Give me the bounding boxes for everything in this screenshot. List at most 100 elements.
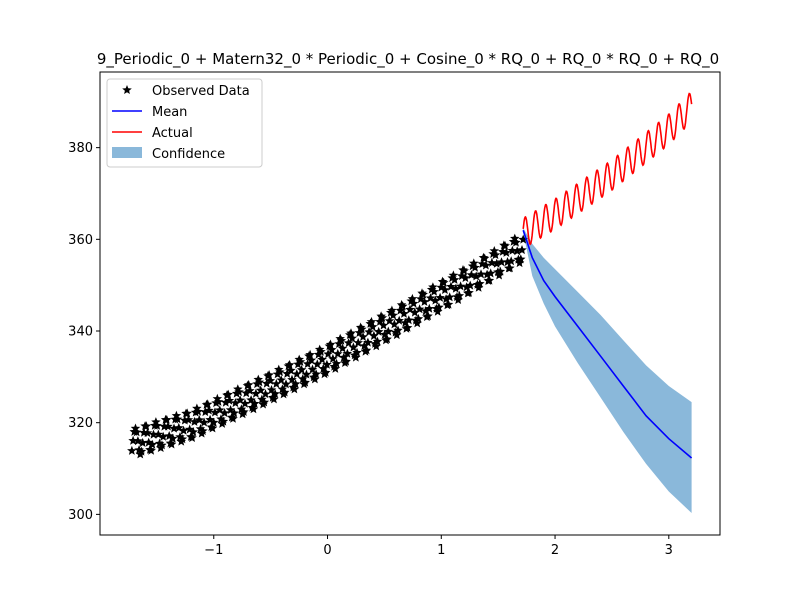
observed-point [286, 365, 296, 375]
observed-point [274, 364, 284, 374]
observed-point [373, 326, 384, 336]
observed-point [445, 292, 455, 302]
observed-point [180, 415, 190, 425]
observed-point [432, 306, 443, 316]
observed-point [264, 370, 274, 380]
observed-point [314, 344, 325, 354]
y-tick-label: 360 [68, 233, 93, 248]
observed-point [412, 318, 422, 328]
observed-point [178, 425, 189, 435]
observed-point [154, 438, 165, 448]
observed-point [310, 374, 320, 384]
observed-point [465, 280, 475, 290]
observed-point [254, 377, 265, 387]
observed-point [235, 395, 245, 405]
observed-point [171, 410, 182, 420]
observed-point [312, 359, 322, 369]
observed-point [163, 421, 173, 431]
observed-point [484, 275, 495, 285]
observed-point [382, 334, 392, 344]
observed-point [284, 359, 295, 369]
observed-point [248, 404, 259, 414]
observed-point [228, 413, 238, 423]
observed-point [270, 388, 280, 398]
observed-point [172, 414, 183, 424]
observed-point [330, 363, 341, 373]
observed-point [203, 399, 213, 409]
observed-point [148, 429, 159, 439]
observed-point [495, 266, 506, 276]
observed-point [213, 396, 224, 406]
observed-point [287, 374, 297, 384]
observed-point [184, 424, 195, 434]
observed-point [166, 439, 177, 449]
observed-point [322, 359, 332, 369]
observed-series [127, 233, 528, 459]
observed-point [517, 245, 527, 255]
observed-point [383, 326, 394, 336]
observed-point [434, 302, 444, 312]
observed-point [399, 308, 409, 318]
observed-point [177, 434, 188, 444]
observed-point [449, 274, 460, 284]
observed-point [407, 293, 418, 303]
observed-point [300, 377, 310, 387]
observed-point [168, 433, 178, 443]
observed-point [453, 295, 463, 304]
observed-point [305, 349, 315, 359]
observed-point [393, 325, 403, 335]
observed-point [471, 271, 481, 281]
y-tick-label: 320 [68, 416, 93, 431]
y-tick-label: 340 [68, 325, 93, 340]
observed-point [245, 385, 255, 395]
observed-point [271, 378, 282, 388]
legend-marks [112, 85, 142, 158]
observed-point [460, 273, 471, 283]
observed-point [280, 387, 290, 397]
observed-point [464, 287, 474, 297]
observed-point [257, 394, 267, 404]
observed-point [275, 367, 285, 377]
observed-point [317, 354, 327, 364]
observed-point [146, 445, 156, 455]
observed-point [316, 346, 326, 356]
observed-point [158, 431, 168, 441]
y-tick-label: 300 [68, 508, 93, 523]
observed-point [142, 428, 153, 438]
observed-point [255, 385, 266, 395]
observed-point [240, 398, 250, 408]
observed-point [307, 364, 318, 374]
observed-point [341, 356, 351, 366]
observed-point [188, 427, 198, 437]
observed-point [183, 414, 194, 424]
observed-point [424, 303, 434, 313]
observed-point [210, 407, 220, 417]
observed-point [219, 408, 230, 418]
x-tick-label: 2 [551, 543, 559, 558]
observed-point [380, 329, 390, 339]
observed-point [436, 282, 447, 292]
observed-point [215, 405, 225, 415]
observed-point [494, 270, 504, 280]
observed-point [501, 247, 512, 257]
observed-point [511, 237, 521, 247]
observed-point [333, 348, 343, 358]
y-tick-label: 380 [68, 141, 93, 156]
observed-point [414, 304, 425, 314]
observed-point [260, 389, 271, 399]
observed-point [302, 359, 313, 368]
observed-point [325, 339, 336, 349]
legend-label-mean: Mean [152, 105, 187, 120]
observed-point [378, 320, 389, 330]
observed-point [418, 289, 428, 299]
observed-point [451, 283, 461, 293]
legend-label-actual: Actual [152, 126, 193, 141]
observed-point [239, 407, 249, 416]
observed-point [352, 347, 362, 357]
observed-point [366, 316, 377, 326]
observed-point [402, 322, 413, 332]
observed-point [175, 432, 185, 441]
observed-point [337, 343, 348, 353]
legend-label-confidence: Confidence [152, 147, 225, 162]
